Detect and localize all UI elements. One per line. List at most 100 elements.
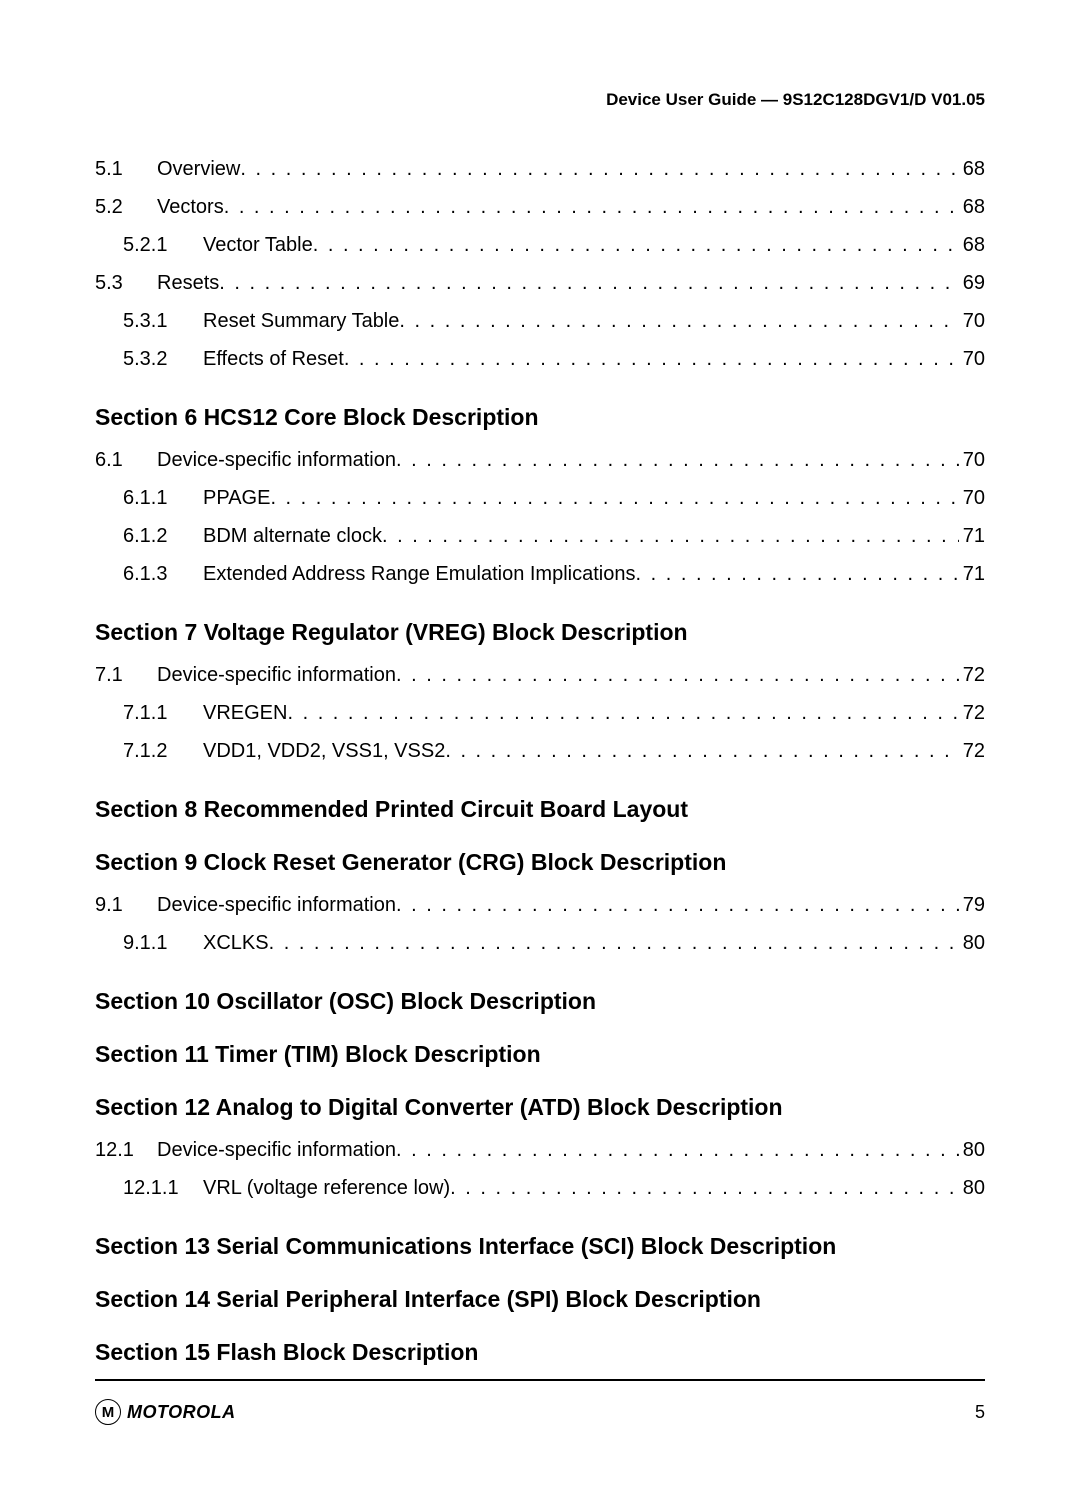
toc-entry-page: 68: [959, 150, 985, 188]
toc-entry[interactable]: 7.1.1VREGEN 72: [95, 694, 985, 732]
toc-entry[interactable]: 9.1Device-specific information 79: [95, 886, 985, 924]
toc-entry[interactable]: 6.1.2BDM alternate clock71: [95, 517, 985, 555]
toc-leader-dots: [219, 264, 959, 302]
toc-entry-number: 5.3.1: [95, 302, 185, 340]
toc-leader-dots: [450, 1169, 959, 1207]
toc-entry-number: 6.1: [95, 441, 157, 479]
toc-leader-dots: [635, 555, 958, 593]
toc-leader-dots: [269, 924, 959, 962]
toc-entry-title: Vectors: [157, 188, 224, 226]
toc-entry[interactable]: 5.2Vectors 68: [95, 188, 985, 226]
motorola-logo-mark-icon: M: [95, 1399, 121, 1425]
toc-entry-page: 72: [959, 694, 985, 732]
toc-entry-page: 68: [959, 226, 985, 264]
page-footer: M MOTOROLA 5: [95, 1379, 985, 1425]
toc-leader-dots: [396, 1131, 959, 1169]
toc-entry[interactable]: 12.1Device-specific information 80: [95, 1131, 985, 1169]
toc-entry-page: 71: [959, 555, 985, 593]
toc-entry-number: 5.2.1: [95, 226, 185, 264]
toc-leader-dots: [270, 479, 958, 517]
toc-entry-page: 72: [959, 732, 985, 770]
toc-sections: Section 6 HCS12 Core Block Description 6.…: [95, 404, 985, 1366]
toc-entry-title: Effects of Reset: [185, 340, 344, 378]
section-heading[interactable]: Section 9 Clock Reset Generator (CRG) Bl…: [95, 849, 985, 876]
toc-leader-dots: [313, 226, 959, 264]
toc-entry[interactable]: 6.1.1PPAGE 70: [95, 479, 985, 517]
section-heading[interactable]: Section 15 Flash Block Description: [95, 1339, 985, 1366]
toc-leader-dots: [382, 517, 959, 555]
section-heading[interactable]: Section 11 Timer (TIM) Block Description: [95, 1041, 985, 1068]
toc-entry-title: Device-specific information: [157, 886, 396, 924]
section-heading[interactable]: Section 10 Oscillator (OSC) Block Descri…: [95, 988, 985, 1015]
toc-entry-page: 70: [959, 340, 985, 378]
toc-entry[interactable]: 5.2.1Vector Table 68: [95, 226, 985, 264]
toc-entry-number: 7.1: [95, 656, 157, 694]
toc-entry-title: Reset Summary Table: [185, 302, 399, 340]
doc-header: Device User Guide — 9S12C128DGV1/D V01.0…: [95, 90, 985, 110]
toc-entry-page: 79: [959, 886, 985, 924]
toc-entry-page: 80: [959, 1169, 985, 1207]
section-heading[interactable]: Section 12 Analog to Digital Converter (…: [95, 1094, 985, 1121]
toc-entry-page: 69: [959, 264, 985, 302]
toc-leader-dots: [224, 188, 959, 226]
toc-entry[interactable]: 5.3Resets 69: [95, 264, 985, 302]
toc-leader-dots: [396, 441, 959, 479]
toc-entry-title: Device-specific information: [157, 1131, 396, 1169]
toc-entry-number: 5.2: [95, 188, 157, 226]
toc-leader-dots: [287, 694, 958, 732]
toc-leader-dots: [344, 340, 959, 378]
toc-leader-dots: [399, 302, 958, 340]
toc-leader-dots: [445, 732, 958, 770]
toc-entry-page: 80: [959, 1131, 985, 1169]
page-number: 5: [975, 1402, 985, 1423]
toc-entry-number: 5.1: [95, 150, 157, 188]
toc-entry[interactable]: 7.1Device-specific information 72: [95, 656, 985, 694]
toc-entry-page: 70: [959, 479, 985, 517]
toc-entry-title: Vector Table: [185, 226, 313, 264]
toc-leader-dots: [396, 886, 959, 924]
toc-entry-number: 5.3: [95, 264, 157, 302]
toc-entry-title: Overview: [157, 150, 240, 188]
toc-entry-page: 72: [959, 656, 985, 694]
section-heading[interactable]: Section 14 Serial Peripheral Interface (…: [95, 1286, 985, 1313]
toc-entry-number: 5.3.2: [95, 340, 185, 378]
toc-entry-title: XCLKS: [185, 924, 269, 962]
toc-entry-title: VDD1, VDD2, VSS1, VSS2: [185, 732, 445, 770]
toc-entry-page: 80: [959, 924, 985, 962]
toc-entry-number: 6.1.1: [95, 479, 185, 517]
footer-rule: [95, 1379, 985, 1381]
toc-entry-title: Device-specific information: [157, 441, 396, 479]
toc-entry-number: 6.1.2: [95, 517, 185, 555]
toc-entry-title: Resets: [157, 264, 219, 302]
toc-entry-title: VREGEN: [185, 694, 287, 732]
motorola-logo-text: MOTOROLA: [127, 1402, 236, 1423]
toc-entry-number: 12.1.1: [95, 1169, 185, 1207]
section-heading[interactable]: Section 7 Voltage Regulator (VREG) Block…: [95, 619, 985, 646]
toc-entry-page: 70: [959, 441, 985, 479]
toc-entry-number: 7.1.1: [95, 694, 185, 732]
toc-entry[interactable]: 7.1.2VDD1, VDD2, VSS1, VSS2 72: [95, 732, 985, 770]
toc-entry-number: 6.1.3: [95, 555, 185, 593]
toc-entry-title: PPAGE: [185, 479, 270, 517]
section-heading[interactable]: Section 13 Serial Communications Interfa…: [95, 1233, 985, 1260]
toc-entry[interactable]: 5.3.2Effects of Reset 70: [95, 340, 985, 378]
toc-entry[interactable]: 12.1.1VRL (voltage reference low) 80: [95, 1169, 985, 1207]
toc-entry-title: VRL (voltage reference low): [185, 1169, 450, 1207]
toc-entry[interactable]: 5.3.1Reset Summary Table70: [95, 302, 985, 340]
toc-entry-number: 9.1.1: [95, 924, 185, 962]
toc-entry[interactable]: 6.1Device-specific information 70: [95, 441, 985, 479]
toc-entry-page: 68: [959, 188, 985, 226]
toc-entry-number: 12.1: [95, 1131, 157, 1169]
section-heading[interactable]: Section 6 HCS12 Core Block Description: [95, 404, 985, 431]
section-heading[interactable]: Section 8 Recommended Printed Circuit Bo…: [95, 796, 985, 823]
toc-entry-title: Device-specific information: [157, 656, 396, 694]
toc-pre-section: 5.1Overview685.2Vectors685.2.1Vector Tab…: [95, 150, 985, 378]
toc-entry[interactable]: 9.1.1XCLKS 80: [95, 924, 985, 962]
toc-entry-title: Extended Address Range Emulation Implica…: [185, 555, 635, 593]
toc-entry-number: 7.1.2: [95, 732, 185, 770]
motorola-logo: M MOTOROLA: [95, 1399, 236, 1425]
toc-entry[interactable]: 6.1.3Extended Address Range Emulation Im…: [95, 555, 985, 593]
toc-entry-page: 71: [959, 517, 985, 555]
toc-entry[interactable]: 5.1Overview 68: [95, 150, 985, 188]
toc-entry-number: 9.1: [95, 886, 157, 924]
